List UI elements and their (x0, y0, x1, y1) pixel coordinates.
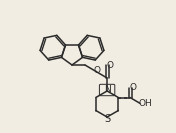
Text: O: O (93, 66, 100, 75)
Text: OH: OH (138, 99, 152, 108)
Text: O: O (130, 83, 137, 92)
Text: N: N (104, 86, 111, 95)
Text: O: O (107, 61, 114, 70)
Text: S: S (104, 115, 110, 124)
